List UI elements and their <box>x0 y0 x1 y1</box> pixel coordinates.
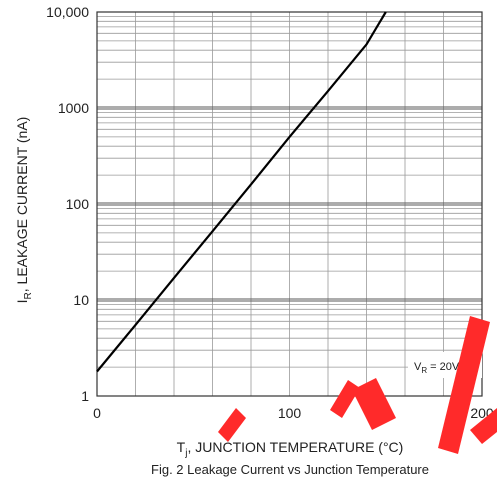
annotation-rest: = 20V <box>427 361 460 373</box>
x-axis-label: Tj, JUNCTION TEMPERATURE (°C) <box>177 439 404 459</box>
y-tick-label: 1000 <box>58 100 89 116</box>
x-axis-label-main: T <box>177 439 186 455</box>
y-axis-label-sub: R <box>23 292 34 299</box>
watermark-stroke-1 <box>218 408 246 442</box>
y-axis-label-rest: , LEAKAGE CURRENT (nA) <box>14 117 30 293</box>
x-axis-label-sub: j <box>184 448 187 459</box>
y-tick-label: 100 <box>66 196 90 212</box>
annotation-vr: VR = 20V <box>414 361 460 375</box>
annotation-sub: R <box>421 366 427 375</box>
watermark-stroke-2 <box>330 380 360 418</box>
y-axis-label-main: I <box>14 299 30 303</box>
y-tick-label: 10 <box>73 292 89 308</box>
series-layer <box>96 11 387 373</box>
watermark-stroke-4 <box>438 316 490 454</box>
x-axis-label-rest: , JUNCTION TEMPERATURE (°C) <box>187 439 403 455</box>
figure-caption: Fig. 2 Leakage Current vs Junction Tempe… <box>151 462 429 477</box>
annotation-main: V <box>414 361 422 373</box>
plot-frame <box>96 11 483 397</box>
y-axis-label: IR, LEAKAGE CURRENT (nA) <box>14 117 34 304</box>
grid <box>97 12 482 396</box>
y-tick-labels: 1 10 100 1000 10,000 <box>46 4 89 404</box>
watermark <box>218 316 497 454</box>
series-line-0 <box>96 11 387 373</box>
y-tick-label: 10,000 <box>46 4 89 20</box>
x-tick-label: 100 <box>278 405 302 421</box>
x-tick-label: 0 <box>93 405 101 421</box>
watermark-stroke-3 <box>352 378 396 430</box>
watermark-stroke-5 <box>470 408 497 444</box>
y-tick-label: 1 <box>81 388 89 404</box>
